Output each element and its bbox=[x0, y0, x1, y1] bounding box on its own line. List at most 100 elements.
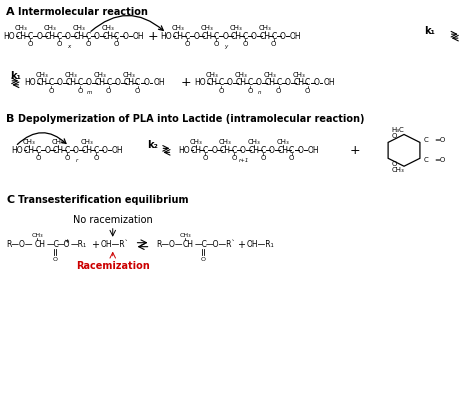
Text: m: m bbox=[87, 90, 92, 95]
Text: x: x bbox=[67, 44, 71, 48]
Text: CH₃: CH₃ bbox=[235, 72, 247, 78]
Text: C: C bbox=[64, 146, 70, 155]
Text: CH₃: CH₃ bbox=[81, 140, 93, 146]
Text: OH: OH bbox=[290, 32, 301, 41]
Text: O: O bbox=[260, 155, 265, 161]
Text: O: O bbox=[202, 155, 208, 161]
Text: O: O bbox=[222, 32, 228, 41]
Text: O: O bbox=[305, 88, 310, 94]
Text: O: O bbox=[256, 78, 262, 87]
Text: O: O bbox=[392, 134, 397, 140]
Text: CH₃: CH₃ bbox=[64, 72, 77, 78]
Text: O: O bbox=[285, 78, 291, 87]
Text: A: A bbox=[6, 7, 15, 17]
Text: CH₃: CH₃ bbox=[44, 25, 56, 31]
FancyArrowPatch shape bbox=[91, 16, 163, 31]
Text: HO: HO bbox=[24, 78, 36, 87]
Text: Racemization: Racemization bbox=[76, 260, 150, 270]
Text: CH₃: CH₃ bbox=[201, 25, 214, 31]
Text: —O: —O bbox=[57, 240, 71, 249]
Text: Depolymerization of PLA into Lactide (intramolecular reaction): Depolymerization of PLA into Lactide (in… bbox=[18, 114, 365, 124]
Text: CH: CH bbox=[201, 32, 213, 41]
Text: O: O bbox=[240, 146, 246, 155]
Text: C: C bbox=[231, 146, 237, 155]
Text: r+1: r+1 bbox=[239, 158, 249, 163]
Text: —C: —C bbox=[194, 240, 207, 249]
Text: O: O bbox=[392, 161, 397, 167]
Text: HO: HO bbox=[161, 32, 172, 41]
Text: CH: CH bbox=[82, 146, 92, 155]
Text: O: O bbox=[298, 146, 303, 155]
Text: O: O bbox=[27, 41, 33, 47]
Text: C: C bbox=[114, 32, 119, 41]
Text: C: C bbox=[423, 157, 428, 163]
Text: CH₃: CH₃ bbox=[93, 72, 106, 78]
Text: CH₃: CH₃ bbox=[276, 140, 289, 146]
Text: O: O bbox=[314, 78, 319, 87]
Text: OH: OH bbox=[154, 78, 165, 87]
Text: O: O bbox=[213, 41, 219, 47]
Text: C: C bbox=[6, 195, 15, 205]
Text: O: O bbox=[123, 32, 128, 41]
Text: CH₃: CH₃ bbox=[73, 25, 85, 31]
Text: O: O bbox=[115, 78, 121, 87]
Text: O: O bbox=[114, 41, 119, 47]
Text: CH: CH bbox=[277, 146, 288, 155]
Text: C: C bbox=[93, 146, 99, 155]
Text: r: r bbox=[76, 158, 78, 163]
Text: O: O bbox=[219, 88, 224, 94]
Text: CH: CH bbox=[230, 32, 242, 41]
Text: CH: CH bbox=[219, 146, 230, 155]
Text: O: O bbox=[271, 41, 276, 47]
Text: +: + bbox=[350, 144, 361, 157]
Text: CH: CH bbox=[65, 78, 76, 87]
Text: O: O bbox=[56, 41, 62, 47]
Text: O: O bbox=[227, 78, 233, 87]
Text: O: O bbox=[93, 155, 99, 161]
Text: k₁: k₁ bbox=[424, 26, 435, 36]
Text: C: C bbox=[36, 146, 41, 155]
Text: +: + bbox=[147, 30, 158, 43]
Text: H₃C: H₃C bbox=[392, 128, 404, 134]
Text: k₂: k₂ bbox=[147, 140, 158, 150]
Text: C: C bbox=[185, 32, 190, 41]
Text: O: O bbox=[106, 88, 111, 94]
Text: O: O bbox=[77, 88, 82, 94]
Text: CH₃: CH₃ bbox=[392, 167, 404, 173]
Text: CH₃: CH₃ bbox=[172, 25, 185, 31]
Text: CH: CH bbox=[191, 146, 202, 155]
Text: No racemization: No racemization bbox=[73, 215, 153, 225]
Text: O: O bbox=[53, 257, 57, 262]
FancyArrowPatch shape bbox=[18, 133, 66, 144]
Text: O: O bbox=[36, 32, 42, 41]
Text: CH₃: CH₃ bbox=[190, 140, 202, 146]
Text: CH₃: CH₃ bbox=[247, 140, 260, 146]
Text: CH: CH bbox=[264, 78, 275, 87]
Text: CH₃: CH₃ bbox=[101, 25, 114, 31]
Text: HO: HO bbox=[11, 146, 23, 155]
Text: O: O bbox=[48, 88, 54, 94]
Text: +: + bbox=[91, 240, 99, 250]
Text: CH₃: CH₃ bbox=[31, 233, 43, 238]
Text: C: C bbox=[56, 32, 62, 41]
Text: =O: =O bbox=[434, 157, 445, 163]
Text: O: O bbox=[247, 88, 253, 94]
Text: O: O bbox=[135, 88, 140, 94]
Text: CH: CH bbox=[259, 32, 270, 41]
Text: O: O bbox=[144, 78, 149, 87]
Text: O: O bbox=[73, 146, 79, 155]
Text: OH: OH bbox=[133, 32, 144, 41]
Text: O: O bbox=[94, 32, 100, 41]
Text: C: C bbox=[242, 32, 247, 41]
Text: OH: OH bbox=[308, 146, 319, 155]
Text: CH₃: CH₃ bbox=[292, 72, 305, 78]
Text: O: O bbox=[276, 88, 282, 94]
Text: C: C bbox=[213, 32, 219, 41]
Text: CH: CH bbox=[182, 240, 193, 249]
Text: O: O bbox=[231, 155, 237, 161]
Text: C: C bbox=[423, 138, 428, 144]
Text: O: O bbox=[65, 32, 71, 41]
Text: n: n bbox=[258, 90, 262, 95]
Text: Intermolecular reaction: Intermolecular reaction bbox=[18, 7, 148, 17]
Text: CH₃: CH₃ bbox=[180, 233, 191, 238]
